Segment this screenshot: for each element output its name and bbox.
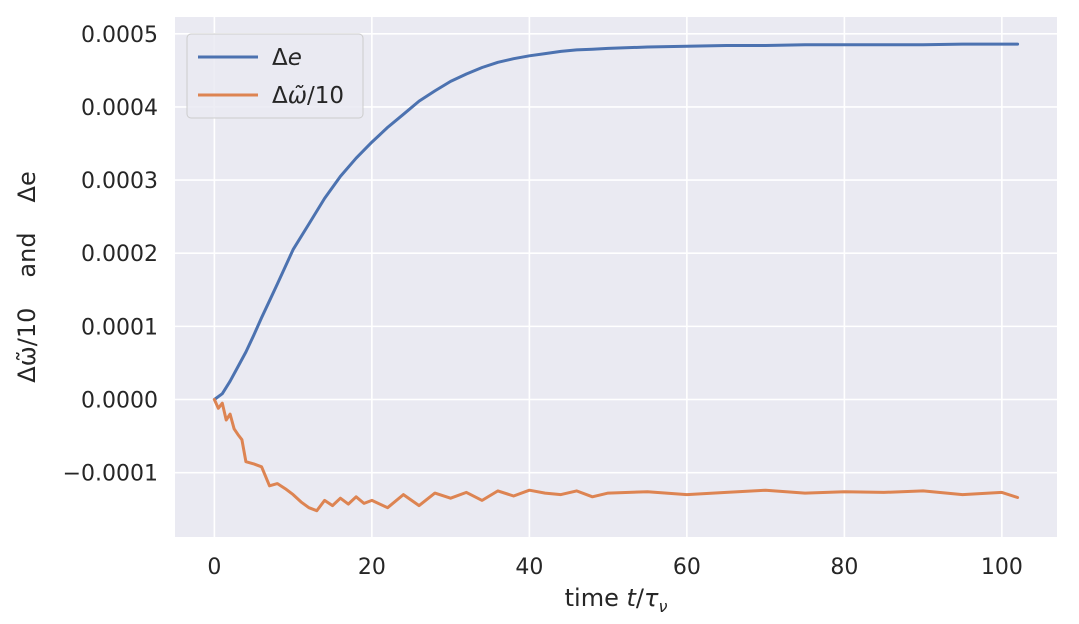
series-line-delta-e — [212, 42, 1020, 401]
legend-label-delta-e: Δe — [272, 45, 302, 71]
y-tick-label: 0.0001 — [81, 315, 158, 340]
y-tick-label: 0.0005 — [81, 23, 158, 48]
x-tick-label: 60 — [673, 555, 701, 580]
x-tick-label: 0 — [207, 555, 221, 580]
x-tick-label: 80 — [830, 555, 858, 580]
y-tick-label: 0.0000 — [81, 389, 158, 414]
y-axis-ticks: −0.0001 0.0000 0.0001 0.0002 0.0003 0.0004 0.0… — [63, 23, 158, 487]
x-tick-label: 100 — [981, 555, 1023, 580]
y-tick-label: 0.0002 — [81, 242, 158, 267]
x-axis-title: time t/τν — [565, 584, 668, 616]
y-tick-label: −0.0001 — [63, 462, 158, 487]
legend-box — [186, 33, 364, 119]
x-tick-label: 40 — [515, 555, 543, 580]
x-axis-ticks: 0 20 40 60 80 100 — [207, 555, 1023, 580]
y-axis-title: Δω̃/10andΔe — [13, 171, 41, 382]
y-tick-label: 0.0004 — [81, 96, 158, 121]
legend-label-delta-omega: Δω̃/10 — [272, 83, 344, 109]
y-tick-label: 0.0003 — [81, 169, 158, 194]
grid-lines — [175, 17, 1057, 537]
series-line-delta-omega — [212, 398, 1020, 513]
series-lines — [212, 42, 1020, 513]
x-tick-label: 20 — [358, 555, 386, 580]
legend: Δe Δω̃/10 — [186, 33, 364, 119]
